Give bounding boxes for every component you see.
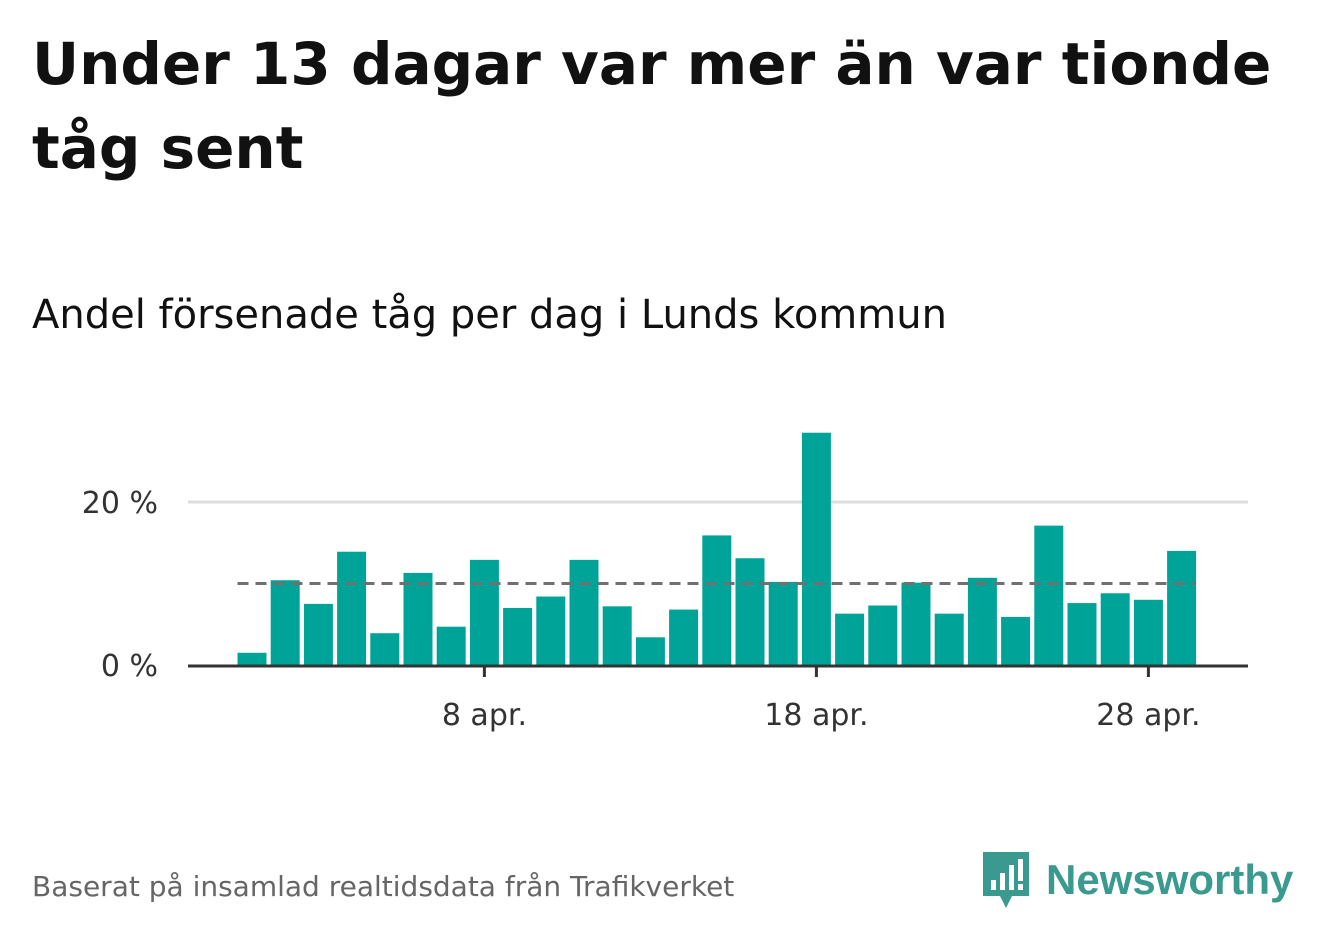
bar bbox=[1100, 593, 1130, 665]
brand-name: Newsworthy bbox=[1046, 856, 1294, 903]
source-note: Baserat på insamlad realtidsdata från Tr… bbox=[32, 870, 735, 903]
bar bbox=[270, 580, 300, 665]
y-axis-ticks: 0 % 20 % bbox=[82, 486, 158, 684]
newsworthy-logo: Newsworthy bbox=[980, 848, 1293, 912]
bar bbox=[669, 609, 699, 665]
bar bbox=[403, 572, 433, 665]
y-tick-label: 20 % bbox=[82, 486, 158, 521]
bar bbox=[503, 607, 533, 665]
bar bbox=[337, 551, 367, 665]
bar bbox=[1067, 603, 1097, 665]
bar bbox=[835, 613, 865, 665]
bar bbox=[370, 633, 400, 665]
bar bbox=[768, 581, 798, 665]
bar bbox=[1034, 525, 1064, 665]
bar bbox=[702, 535, 732, 665]
bar-chart: 0 % 20 % 8 apr. 18 apr. 28 apr. bbox=[82, 432, 1248, 733]
bar bbox=[901, 582, 931, 665]
bar bbox=[237, 652, 267, 665]
newsworthy-icon bbox=[983, 852, 1029, 908]
bar bbox=[1167, 550, 1197, 665]
x-axis-ticks: 8 apr. 18 apr. 28 apr. bbox=[442, 666, 1201, 733]
bar bbox=[569, 559, 599, 665]
bar bbox=[536, 596, 566, 665]
bar bbox=[801, 432, 831, 665]
bar bbox=[602, 606, 632, 665]
bar bbox=[967, 577, 997, 665]
bar bbox=[934, 613, 964, 665]
chart-title: Under 13 dagar var mer än var tionde tåg… bbox=[32, 30, 1272, 182]
bars bbox=[237, 432, 1197, 665]
bar bbox=[436, 626, 466, 665]
bar bbox=[469, 559, 499, 665]
bar bbox=[1001, 616, 1031, 665]
bar bbox=[635, 637, 665, 665]
x-tick-label: 28 apr. bbox=[1096, 698, 1200, 733]
bar bbox=[868, 605, 898, 665]
bar bbox=[303, 603, 333, 665]
y-tick-label: 0 % bbox=[101, 649, 158, 684]
x-tick-label: 8 apr. bbox=[442, 698, 527, 733]
chart-subtitle: Andel försenade tåg per dag i Lunds komm… bbox=[32, 292, 947, 338]
bar bbox=[735, 558, 765, 665]
bar bbox=[1133, 599, 1163, 665]
x-tick-label: 18 apr. bbox=[764, 698, 868, 733]
